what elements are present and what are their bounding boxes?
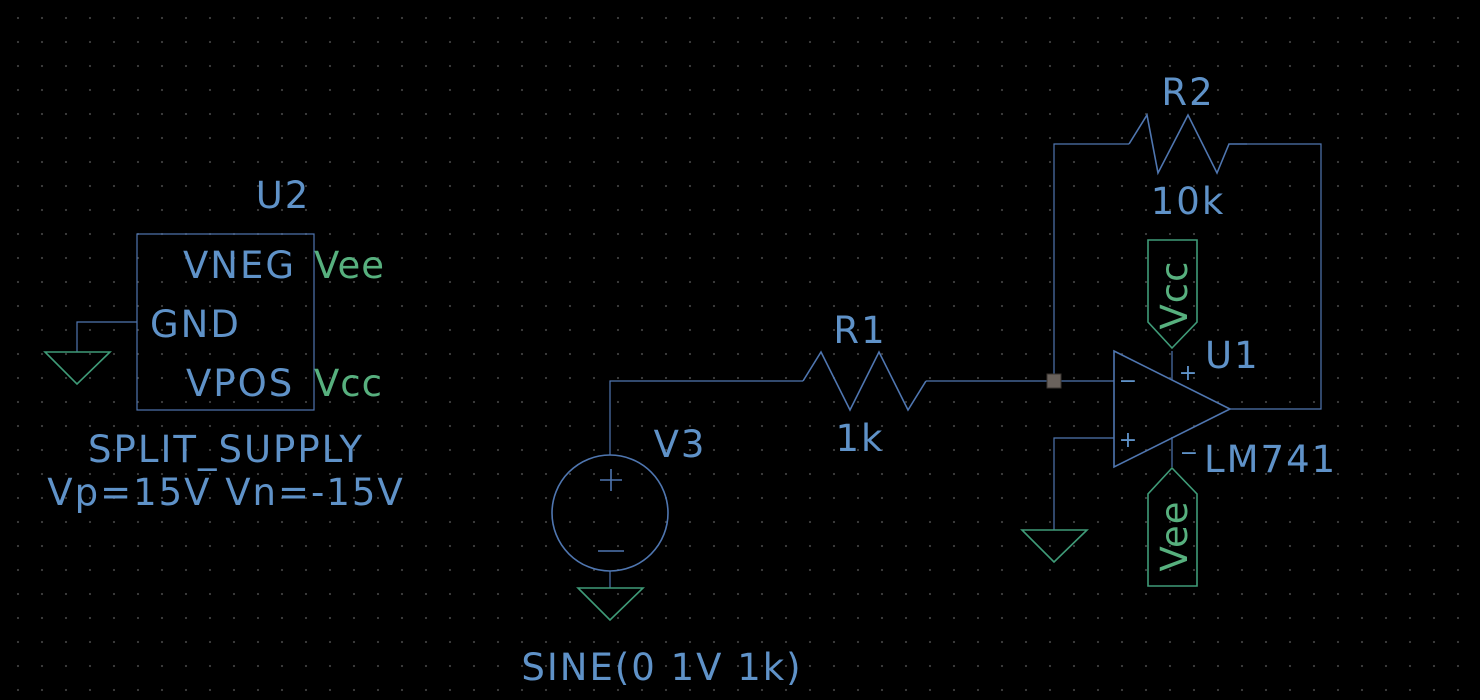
u2-pin-vneg-label: VNEG xyxy=(183,244,296,287)
u1-opamp[interactable]: − + + − U1 LM741 xyxy=(1113,334,1337,481)
u2-params-label: Vp=15V Vn=-15V xyxy=(47,471,404,514)
wire-u1-noninverting-to-gnd[interactable] xyxy=(1053,437,1114,530)
v3-ref-label: V3 xyxy=(654,423,707,466)
vee-power-label[interactable]: Vee xyxy=(1147,466,1198,587)
u1-ref-label: U1 xyxy=(1205,334,1260,377)
u1-supply-minus-sign: − xyxy=(1180,441,1198,466)
u1-ground-symbol[interactable] xyxy=(1020,529,1089,564)
r1-value-label: 1k xyxy=(836,417,885,460)
u1-inverting-sign: − xyxy=(1119,369,1137,394)
wire-feedback-right[interactable] xyxy=(1230,143,1322,410)
vee-label-shape[interactable] xyxy=(1147,466,1198,587)
u2-ground-symbol[interactable] xyxy=(43,351,112,386)
u2-net-vee-label: Vee xyxy=(314,244,385,287)
u1-supply-plus-sign: + xyxy=(1179,361,1197,386)
u2-split-supply[interactable]: U2 VNEG GND VPOS Vee Vcc SPLIT_SUPPLY Vp… xyxy=(47,174,404,514)
vee-label-text: Vee xyxy=(1153,501,1196,572)
wire-v3-to-r1[interactable] xyxy=(609,380,803,455)
u2-model-label: SPLIT_SUPPLY xyxy=(88,428,364,471)
u2-net-vcc-label: Vcc xyxy=(314,362,383,405)
wire-feedback-left[interactable] xyxy=(1053,143,1129,381)
r2-resistor[interactable]: R2 10k xyxy=(1128,71,1247,223)
v3-source[interactable]: V3 SINE(0 1V 1k) xyxy=(521,423,802,689)
r2-value-label: 10k xyxy=(1151,180,1226,223)
junction-node[interactable] xyxy=(1046,373,1062,389)
u2-gnd-wire[interactable] xyxy=(76,321,137,352)
u2-ref-label: U2 xyxy=(256,174,311,217)
r1-resistor[interactable]: R1 1k xyxy=(802,309,927,460)
vcc-label-shape[interactable] xyxy=(1147,239,1198,350)
u1-noninverting-sign: + xyxy=(1119,428,1137,453)
u2-pin-vpos-label: VPOS xyxy=(186,362,294,405)
r1-zigzag[interactable] xyxy=(802,350,927,412)
u2-pin-gnd-label: GND xyxy=(150,303,241,346)
r2-zigzag[interactable] xyxy=(1128,112,1247,176)
v3-value-label: SINE(0 1V 1k) xyxy=(521,646,802,689)
r2-ref-label: R2 xyxy=(1161,71,1214,114)
r1-ref-label: R1 xyxy=(833,309,886,352)
vcc-label-text: Vcc xyxy=(1153,261,1196,330)
u1-model-label: LM741 xyxy=(1204,438,1337,481)
v3-ground-symbol[interactable] xyxy=(576,587,645,622)
v3-source-circle[interactable] xyxy=(551,454,669,572)
v3-plus-sign xyxy=(600,469,622,491)
vcc-power-label[interactable]: Vcc xyxy=(1147,239,1198,350)
